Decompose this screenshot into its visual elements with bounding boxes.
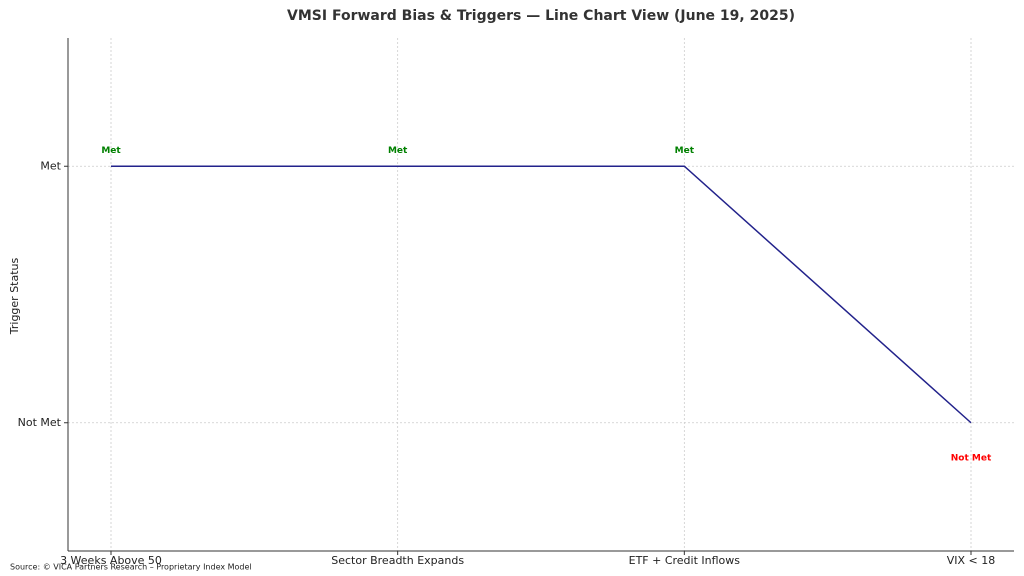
y-tick-label: Not Met <box>18 416 62 429</box>
data-label: Met <box>101 146 121 156</box>
source-note: Source: © VICA Partners Research – Propr… <box>10 563 252 572</box>
x-tick-label: Sector Breadth Expands <box>331 554 464 567</box>
y-tick-label: Met <box>40 159 61 172</box>
chart-title: VMSI Forward Bias & Triggers — Line Char… <box>287 8 795 24</box>
data-label: Not Met <box>951 453 992 463</box>
x-tick-label: ETF + Credit Inflows <box>629 554 741 567</box>
data-label: Met <box>675 146 695 156</box>
data-label: Met <box>388 146 408 156</box>
x-tick-label: VIX < 18 <box>947 554 996 567</box>
series-line <box>111 165 972 424</box>
y-axis-label: Trigger Status <box>8 257 21 335</box>
x-tick-label: 3 Weeks Above 50 <box>60 554 162 567</box>
